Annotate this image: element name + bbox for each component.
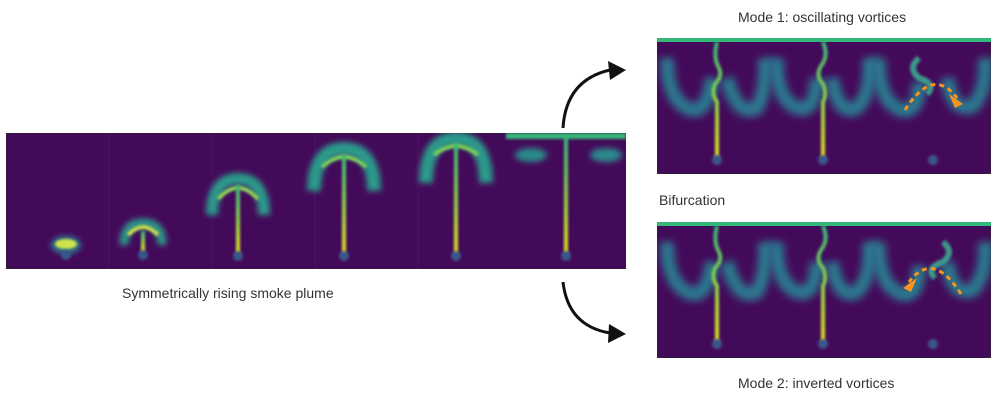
mode1-frame-1 xyxy=(660,41,773,165)
mode2-caption: Mode 2: inverted vortices xyxy=(738,375,895,391)
plume-caption: Symmetrically rising smoke plume xyxy=(122,285,334,301)
mode1-strip xyxy=(657,38,991,174)
arrow-to-mode1 xyxy=(561,68,611,129)
mode1-arrowhead xyxy=(949,94,963,108)
plume-frame-2 xyxy=(119,218,167,260)
mode2-frame-1 xyxy=(660,225,773,349)
mode1-frame-2 xyxy=(769,41,877,165)
mode2-strip xyxy=(657,222,991,358)
mode2-rotation-arrow xyxy=(907,267,963,295)
plume-frame-4 xyxy=(307,141,381,261)
mode2-arrowhead xyxy=(903,278,917,292)
arrow-to-mode2 xyxy=(561,281,611,335)
plume-frame-5 xyxy=(419,133,493,261)
plume-frame-3 xyxy=(206,172,270,261)
mode1-frame-3 xyxy=(871,55,991,165)
mode2-frame-3 xyxy=(871,239,991,349)
rising-plume-strip xyxy=(6,133,626,269)
mode2-frame-2 xyxy=(769,225,877,349)
bifurcation-label: Bifurcation xyxy=(659,192,726,208)
mode1-caption: Mode 1: oscillating vortices xyxy=(738,9,907,25)
arrow-to-mode1-head xyxy=(608,61,626,80)
plume-frame-1 xyxy=(51,236,81,260)
arrow-to-mode2-head xyxy=(608,324,626,343)
mode1-rotation-arrow xyxy=(903,83,959,111)
plume-frame-6 xyxy=(506,133,626,261)
